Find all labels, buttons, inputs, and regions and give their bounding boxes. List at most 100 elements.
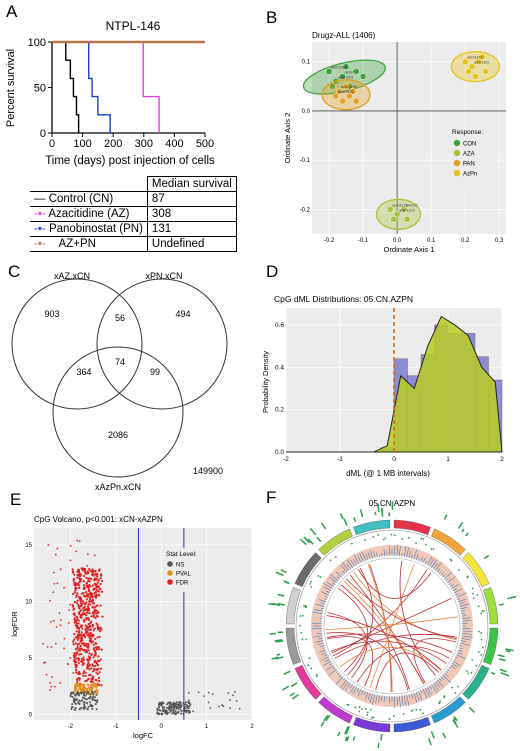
coverage-bar — [399, 695, 401, 708]
coverage-bar — [313, 635, 323, 638]
volcano-point — [95, 586, 98, 589]
volcano-point — [85, 618, 88, 621]
methylation-point — [425, 543, 427, 546]
gene-label-mark — [380, 733, 383, 741]
volcano-point — [95, 671, 98, 674]
volcano-point — [73, 621, 76, 624]
ring-outline — [295, 529, 489, 723]
volcano-point — [90, 677, 93, 680]
coverage-bar — [353, 558, 358, 566]
volcano-point — [84, 635, 87, 639]
coverage-bar — [399, 545, 401, 557]
volcano-point — [56, 582, 59, 585]
volcano-point — [76, 576, 79, 579]
volcano-point — [79, 684, 82, 688]
coverage-bar — [363, 690, 367, 695]
volcano-point — [52, 619, 55, 622]
volcano-point — [75, 660, 78, 663]
volcano-point — [160, 712, 163, 715]
dml-x-label: dML (@ 1 MB intervals) — [346, 469, 430, 478]
volcano-point — [73, 638, 76, 641]
volcano-point — [98, 648, 101, 651]
volcano-point — [68, 622, 70, 624]
methylation-point — [364, 707, 367, 710]
volcano-point — [94, 664, 97, 668]
volcano-point — [82, 692, 85, 695]
volcano-point — [229, 699, 231, 702]
venn-diagram: xAZ.xCN xPN.xCN xAzPn.xCN 903 494 56 74 … — [11, 271, 228, 490]
volcano-point — [73, 659, 76, 662]
volcano-point — [53, 685, 56, 688]
coverage-bar — [415, 553, 419, 561]
volcano-point — [76, 573, 80, 577]
volcano-point — [99, 604, 102, 607]
coverage-bar — [413, 692, 418, 703]
volcano-point — [90, 620, 93, 623]
methylation-point — [467, 575, 469, 578]
volcano-point — [90, 577, 93, 581]
gene-label-mark — [269, 632, 276, 635]
volcano-point — [91, 623, 95, 627]
coverage-bar — [443, 572, 452, 580]
volcano-point — [87, 589, 90, 592]
gene-label-mark — [272, 602, 276, 605]
volcano-point — [48, 599, 51, 602]
volcano-point — [96, 581, 99, 584]
gene-label-mark — [289, 692, 295, 697]
volcano-point — [89, 637, 93, 640]
methylation-point — [390, 533, 393, 536]
volcano-point — [88, 656, 91, 660]
coverage-bar — [458, 647, 463, 650]
volcano-point — [86, 690, 89, 693]
volcano-point — [88, 580, 91, 583]
volcano-point — [96, 636, 99, 639]
methylation-point — [354, 706, 357, 709]
volcano-point — [77, 631, 81, 634]
volcano-point — [87, 584, 90, 587]
coverage-bar — [325, 658, 331, 662]
coverage-bar — [365, 691, 369, 700]
volcano-point — [91, 687, 94, 690]
volcano-point — [94, 570, 97, 573]
coverage-bar — [446, 576, 456, 584]
legend-label: Panobinostat (PN) — [48, 223, 143, 235]
volcano-point — [87, 674, 91, 677]
gene-label-mark — [377, 503, 380, 513]
volcano-point — [87, 705, 90, 708]
gene-label-mark — [359, 509, 364, 518]
legend-swatch — [453, 149, 461, 157]
volcano-point — [81, 627, 84, 630]
gene-label-mark — [430, 731, 435, 739]
coverage-bar — [319, 599, 327, 603]
coverage-bar — [342, 562, 350, 572]
volcano-point — [80, 592, 83, 595]
volcano-point — [87, 622, 90, 626]
coverage-bar — [350, 560, 356, 567]
volcano-point — [78, 699, 81, 702]
coverage-bar — [460, 610, 465, 612]
x-tick-label: -1 — [337, 456, 343, 463]
coverage-bar — [457, 598, 466, 603]
point-label: anm1368 — [331, 66, 347, 70]
volcano-point — [50, 645, 53, 648]
methylation-point — [451, 686, 454, 689]
volcano-point — [94, 646, 98, 649]
coverage-bar — [320, 645, 325, 647]
coverage-bar — [422, 688, 428, 699]
volcano-point — [74, 589, 77, 592]
volcano-point — [76, 645, 79, 649]
coverage-bar — [396, 695, 398, 706]
volcano-point — [98, 568, 101, 571]
coverage-bar — [322, 647, 326, 649]
methylation-point — [358, 706, 361, 708]
ordination-legend: Response: CON AZA PAN AzPn — [450, 129, 498, 190]
legend-label: NS — [176, 563, 184, 569]
volcano-point — [87, 634, 90, 637]
venn-circle-az — [11, 278, 143, 410]
median-value: 131 — [146, 221, 237, 237]
volcano-point — [187, 692, 190, 694]
volcano-point — [156, 708, 159, 711]
y-tick-label: 0.2 — [275, 407, 284, 414]
y-tick-label: 0.0 — [275, 449, 284, 456]
volcano-point — [98, 683, 101, 687]
